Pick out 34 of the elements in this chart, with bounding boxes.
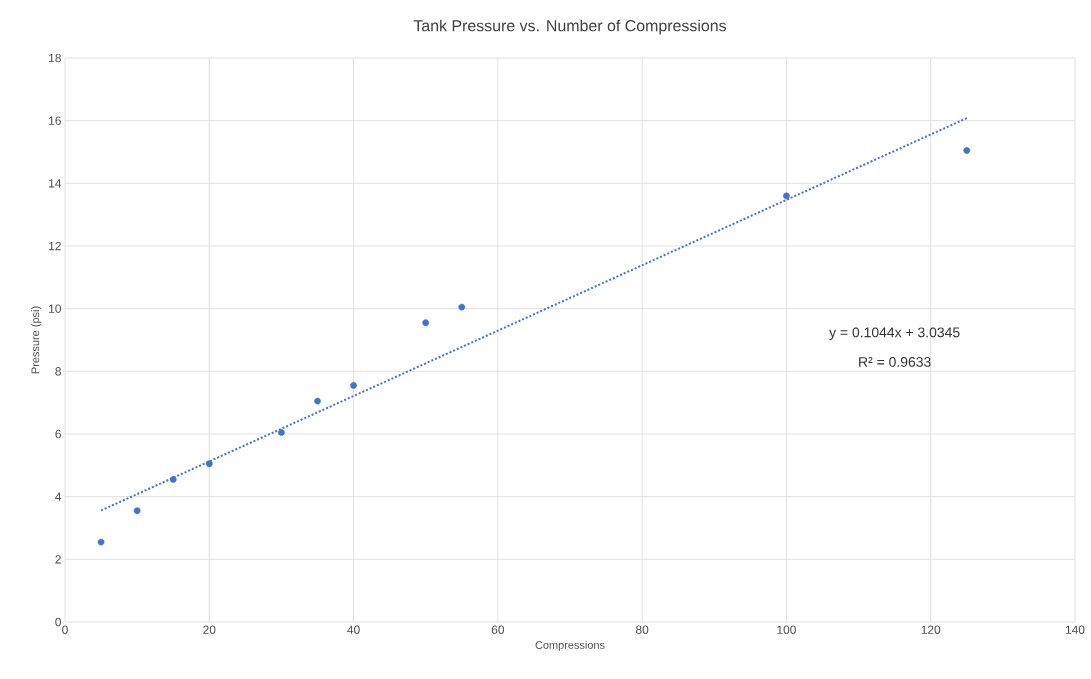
y-tick-label: 6 [55, 429, 61, 439]
x-tick-label: 0 [62, 625, 68, 634]
x-tick-label: 40 [347, 625, 360, 634]
point [314, 397, 321, 405]
y-tick-label: 16 [49, 116, 61, 125]
point [422, 319, 430, 327]
y-axis-title: Pressure (psi) [31, 306, 42, 374]
x-axis-title: Compressions [535, 640, 605, 652]
x-tick-label: 140 [1065, 625, 1085, 634]
point [458, 303, 466, 311]
annotation: y = 0.1044x + 3.0345 [829, 327, 960, 341]
point [169, 476, 177, 483]
point [278, 429, 285, 436]
annotation: R² = 0.9633 [859, 356, 931, 367]
y-tick-label: 18 [49, 53, 61, 63]
x-tick-label: 60 [491, 625, 505, 634]
y-tick-label: 2 [55, 555, 61, 564]
y-tick-label: 4 [55, 492, 62, 501]
y-tick-label: 14 [49, 179, 62, 188]
x-tick-label: 20 [203, 625, 216, 634]
point [783, 192, 790, 200]
y-tick-label: 8 [55, 367, 61, 376]
y-tick-label: 0 [55, 617, 62, 627]
point [205, 460, 213, 468]
x-tick-label: 100 [777, 625, 796, 634]
x-tick-label: 80 [636, 625, 649, 634]
point [97, 538, 105, 546]
y-tick-label: 12 [49, 241, 61, 251]
point [963, 147, 971, 154]
y-tick-label: 10 [49, 304, 62, 313]
point [350, 382, 357, 389]
chart-title: Tank Pressure vs. Number of Compressions [413, 19, 727, 35]
point [133, 507, 141, 515]
x-tick-label: 120 [921, 625, 941, 634]
